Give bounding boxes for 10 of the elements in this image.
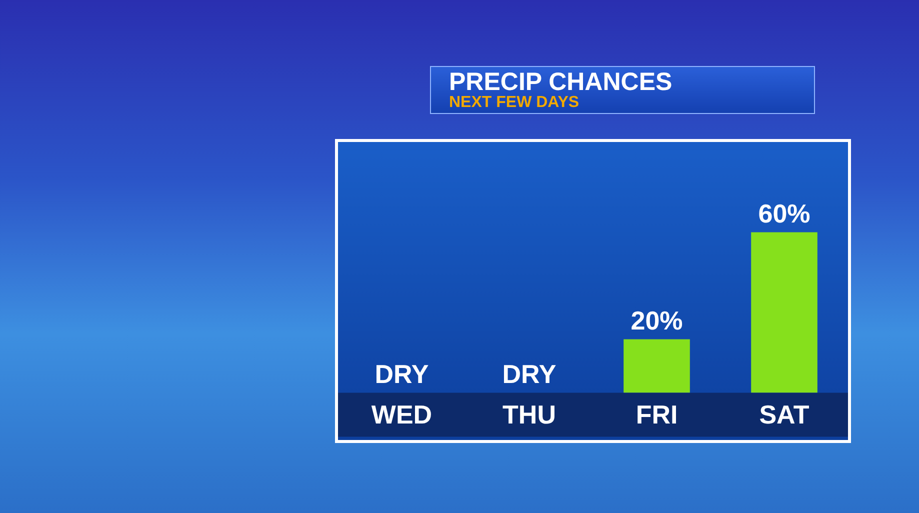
- data-label: DRY: [502, 358, 556, 389]
- x-tick-label: WED: [371, 400, 432, 430]
- data-label: DRY: [374, 358, 429, 389]
- x-tick-label: FRI: [636, 400, 678, 430]
- chart-title: PRECIP CHANCES: [449, 68, 672, 96]
- x-tick-label: THU: [502, 400, 556, 430]
- data-label: 60%: [758, 198, 810, 228]
- chart-subtitle: NEXT FEW DAYS: [449, 94, 580, 112]
- x-tick-label: SAT: [759, 400, 810, 430]
- data-label: 20%: [630, 305, 683, 336]
